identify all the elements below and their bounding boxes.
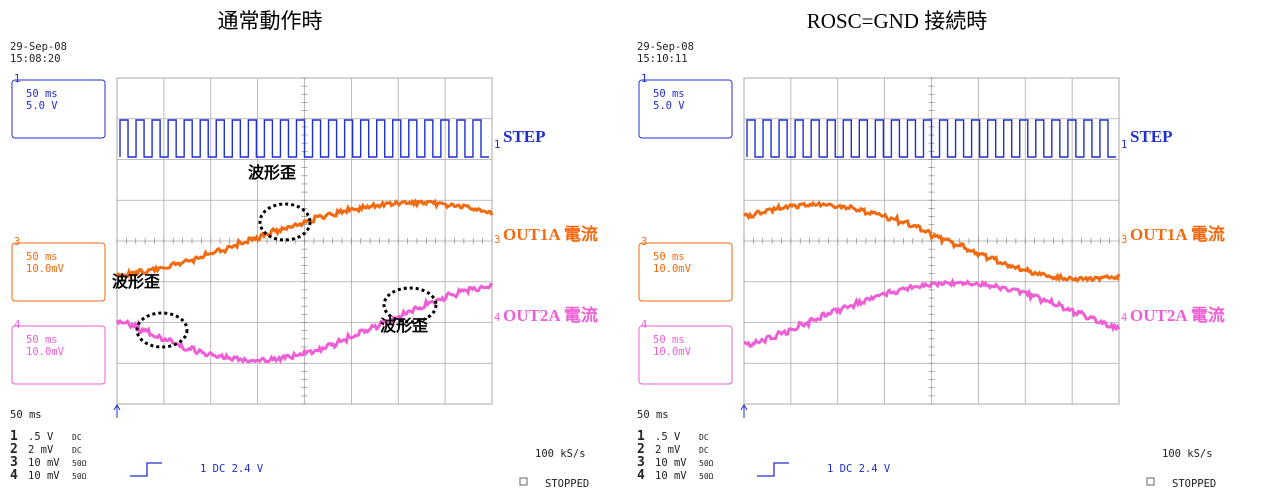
setting-coupling: DC xyxy=(699,433,709,442)
trace-marker: 4 xyxy=(494,312,500,324)
trace-label: OUT1A 電流 xyxy=(503,224,598,244)
time: 15:10:11 xyxy=(637,53,688,65)
trace-label: STEP xyxy=(503,127,546,146)
setting-number: 4 xyxy=(637,468,645,483)
sample-rate: 100 kS/s xyxy=(535,448,586,460)
status-box xyxy=(520,478,527,485)
trace-marker: 3 xyxy=(494,234,500,246)
setting-scale: 10 mV xyxy=(655,470,687,482)
trace-label: OUT2A 電流 xyxy=(1130,305,1225,325)
timebase: 50 ms xyxy=(637,409,669,421)
setting-coupling: DC xyxy=(699,446,709,455)
channel-timebase: 50 ms xyxy=(26,334,58,346)
status-box xyxy=(1147,478,1154,485)
channel-number: 4 xyxy=(14,319,20,331)
setting-number: 4 xyxy=(10,468,18,483)
timebase: 50 ms xyxy=(10,409,42,421)
channel-scale: 10.0mV xyxy=(26,346,65,358)
setting-scale: 10 mV xyxy=(28,457,60,469)
channel-number: 3 xyxy=(14,236,20,248)
step-trace xyxy=(120,120,489,157)
panel-title: 通常動作時 xyxy=(218,9,323,33)
channel-number: 1 xyxy=(14,73,20,85)
setting-coupling: 50Ω xyxy=(699,459,714,468)
trace-label: OUT1A 電流 xyxy=(1130,224,1225,244)
trigger: 1 DC 2.4 V xyxy=(827,463,891,475)
trace-label: STEP xyxy=(1130,127,1173,146)
trace-label: OUT2A 電流 xyxy=(503,305,598,325)
trace-marker: 1 xyxy=(1121,139,1127,151)
sample-rate: 100 kS/s xyxy=(1162,448,1213,460)
channel-scale: 5.0 V xyxy=(653,100,685,112)
setting-scale: .5 V xyxy=(655,431,681,443)
trigger: 1 DC 2.4 V xyxy=(200,463,264,475)
setting-coupling: 50Ω xyxy=(699,472,714,481)
channel-number: 1 xyxy=(641,73,647,85)
channel-timebase: 50 ms xyxy=(26,251,58,263)
trace-marker: 4 xyxy=(1121,312,1127,324)
status: STOPPED xyxy=(1172,478,1216,490)
panel-title: ROSC=GND 接続時 xyxy=(807,9,987,33)
setting-scale: 2 mV xyxy=(655,444,681,456)
channel-scale: 10.0mV xyxy=(26,263,65,275)
trace-marker: 3 xyxy=(1121,234,1127,246)
setting-coupling: 50Ω xyxy=(72,459,87,468)
setting-scale: 2 mV xyxy=(28,444,54,456)
date: 29-Sep-08 xyxy=(637,41,694,53)
channel-timebase: 50 ms xyxy=(653,88,685,100)
channel-scale: 10.0mV xyxy=(653,263,692,275)
annotation: 波形歪 xyxy=(112,272,160,291)
time: 15:08:20 xyxy=(10,53,61,65)
status: STOPPED xyxy=(545,478,589,490)
setting-coupling: 50Ω xyxy=(72,472,87,481)
trigger-symbol xyxy=(757,463,789,476)
channel-number: 4 xyxy=(641,319,647,331)
trigger-symbol xyxy=(130,463,162,476)
channel-timebase: 50 ms xyxy=(26,88,58,100)
setting-scale: .5 V xyxy=(28,431,54,443)
channel-scale: 5.0 V xyxy=(26,100,58,112)
step-trace xyxy=(747,120,1116,157)
setting-coupling: DC xyxy=(72,433,82,442)
trigger-arrow xyxy=(114,405,120,418)
channel-scale: 10.0mV xyxy=(653,346,692,358)
annotation: 波形歪 xyxy=(248,163,296,182)
screen: 通常動作時29-Sep-0815:08:20150 ms5.0 V350 ms1… xyxy=(0,0,1269,491)
channel-timebase: 50 ms xyxy=(653,251,685,263)
trace-marker: 1 xyxy=(494,139,500,151)
channel-number: 3 xyxy=(641,236,647,248)
setting-scale: 10 mV xyxy=(655,457,687,469)
channel-timebase: 50 ms xyxy=(653,334,685,346)
setting-coupling: DC xyxy=(72,446,82,455)
annotation: 波形歪 xyxy=(380,316,428,335)
date: 29-Sep-08 xyxy=(10,41,67,53)
setting-scale: 10 mV xyxy=(28,470,60,482)
trigger-arrow xyxy=(741,405,747,418)
